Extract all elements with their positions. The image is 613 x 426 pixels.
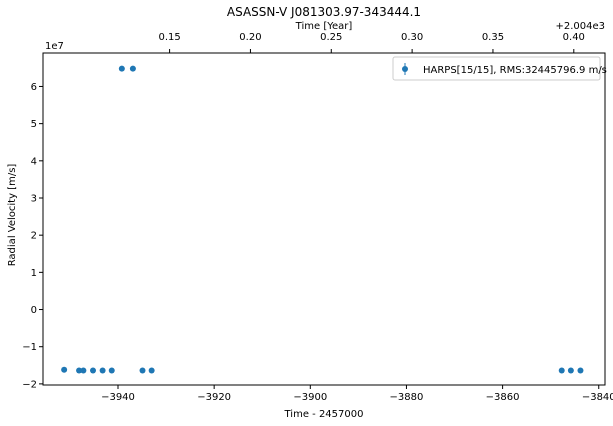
y-tick-label: 6	[31, 82, 37, 93]
top-tick-label: 0.30	[401, 32, 423, 43]
data-point	[108, 367, 115, 374]
data-point	[76, 367, 83, 374]
y-axis-ticks: −2 −1 0 1 2 3 4 5 6	[22, 82, 43, 390]
data-point	[89, 367, 96, 374]
y-tick-label: 1	[31, 268, 37, 279]
data-point	[80, 367, 87, 374]
legend: HARPS[15/15], RMS:32445796.9 m/s	[392, 56, 607, 81]
x-axis-label: Time - 2457000	[284, 409, 364, 420]
top-axis-label: Time [Year]	[295, 21, 353, 32]
x-tick-label: −3940	[101, 392, 135, 403]
x-axis-ticks: −3940 −3920 −3900 −3880 −3860 −3840	[101, 385, 613, 403]
x-tick-label: −3920	[197, 392, 231, 403]
x-tick-label: −3840	[582, 392, 613, 403]
x-tick-label: −3900	[293, 392, 327, 403]
y-tick-label: 4	[31, 156, 37, 167]
plot-frame	[42, 52, 606, 386]
y-tick-label: 2	[31, 231, 37, 242]
y-axis-label: Radial Velocity [m/s]	[7, 164, 18, 267]
y-tick-label: 0	[31, 305, 37, 316]
legend-label: HARPS[15/15], RMS:32445796.9 m/s	[423, 65, 607, 76]
legend-marker	[402, 66, 408, 72]
data-point	[567, 367, 574, 374]
data-point	[118, 65, 125, 72]
top-axis-ticks: 0.15 0.20 0.25 0.30 0.35 0.40	[158, 32, 585, 53]
top-tick-label: 0.15	[158, 32, 180, 43]
y-tick-label: 5	[31, 119, 37, 130]
y-tick-label: 3	[31, 193, 37, 204]
y-multiplier: 1e7	[45, 41, 64, 52]
y-tick-label: −1	[22, 342, 37, 353]
top-tick-label: 0.35	[482, 32, 504, 43]
data-point	[61, 366, 68, 373]
data-point	[148, 367, 155, 374]
x-tick-label: −3880	[390, 392, 424, 403]
data-point	[558, 367, 565, 374]
x-tick-label: −3860	[486, 392, 520, 403]
data-point	[99, 367, 106, 374]
top-tick-label: 0.20	[239, 32, 261, 43]
top-tick-label: 0.25	[320, 32, 342, 43]
data-points	[61, 65, 584, 374]
top-axis-offset: +2.004e3	[555, 21, 605, 32]
y-tick-label: −2	[22, 379, 37, 390]
chart-title: ASASSN-V J081303.97-343444.1	[227, 5, 421, 19]
data-point	[129, 65, 136, 72]
top-tick-label: 0.40	[563, 32, 585, 43]
legend-box	[392, 56, 601, 81]
data-point	[139, 367, 146, 374]
data-point	[577, 367, 584, 374]
